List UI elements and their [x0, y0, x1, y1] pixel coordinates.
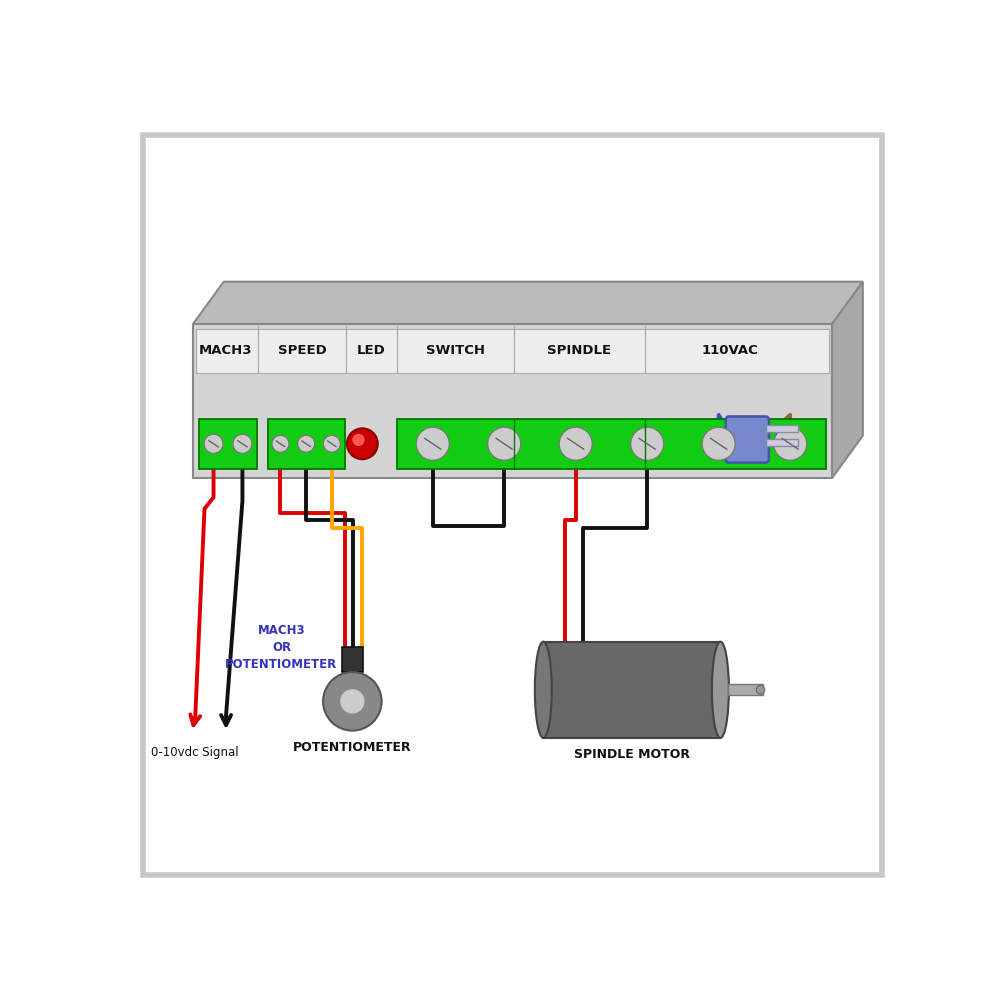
FancyBboxPatch shape — [193, 324, 832, 478]
FancyBboxPatch shape — [728, 684, 763, 695]
Circle shape — [774, 427, 807, 460]
Polygon shape — [193, 282, 863, 324]
Text: 0-10vdc Signal: 0-10vdc Signal — [151, 746, 239, 759]
Polygon shape — [832, 282, 863, 478]
Circle shape — [631, 427, 664, 460]
FancyBboxPatch shape — [766, 439, 798, 446]
FancyBboxPatch shape — [397, 419, 826, 469]
Circle shape — [559, 427, 592, 460]
Ellipse shape — [712, 642, 729, 738]
FancyBboxPatch shape — [199, 419, 257, 469]
Text: SPINDLE MOTOR: SPINDLE MOTOR — [574, 748, 690, 761]
Circle shape — [323, 435, 340, 452]
Circle shape — [233, 434, 252, 453]
Circle shape — [352, 434, 365, 446]
Text: 110VAC: 110VAC — [701, 344, 758, 358]
Circle shape — [488, 427, 521, 460]
Circle shape — [272, 435, 289, 452]
Text: MACH3
OR
POTENTIOMETER: MACH3 OR POTENTIOMETER — [225, 624, 338, 671]
Text: MACH3: MACH3 — [199, 344, 252, 358]
Circle shape — [323, 672, 382, 731]
Text: SPEED: SPEED — [278, 344, 327, 358]
Ellipse shape — [535, 642, 552, 738]
FancyBboxPatch shape — [543, 642, 720, 738]
Circle shape — [339, 688, 365, 714]
FancyBboxPatch shape — [196, 329, 829, 373]
Text: POTENTIOMETER: POTENTIOMETER — [293, 741, 412, 754]
Text: SPINDLE: SPINDLE — [547, 344, 612, 358]
Text: LED: LED — [357, 344, 386, 358]
Circle shape — [298, 435, 315, 452]
FancyBboxPatch shape — [726, 416, 769, 463]
FancyBboxPatch shape — [268, 419, 345, 469]
Circle shape — [347, 428, 378, 459]
Circle shape — [756, 686, 765, 694]
Text: SWITCH: SWITCH — [426, 344, 485, 358]
Circle shape — [702, 427, 735, 460]
Circle shape — [204, 434, 223, 453]
FancyBboxPatch shape — [766, 425, 798, 432]
Circle shape — [416, 427, 449, 460]
FancyBboxPatch shape — [342, 647, 363, 672]
